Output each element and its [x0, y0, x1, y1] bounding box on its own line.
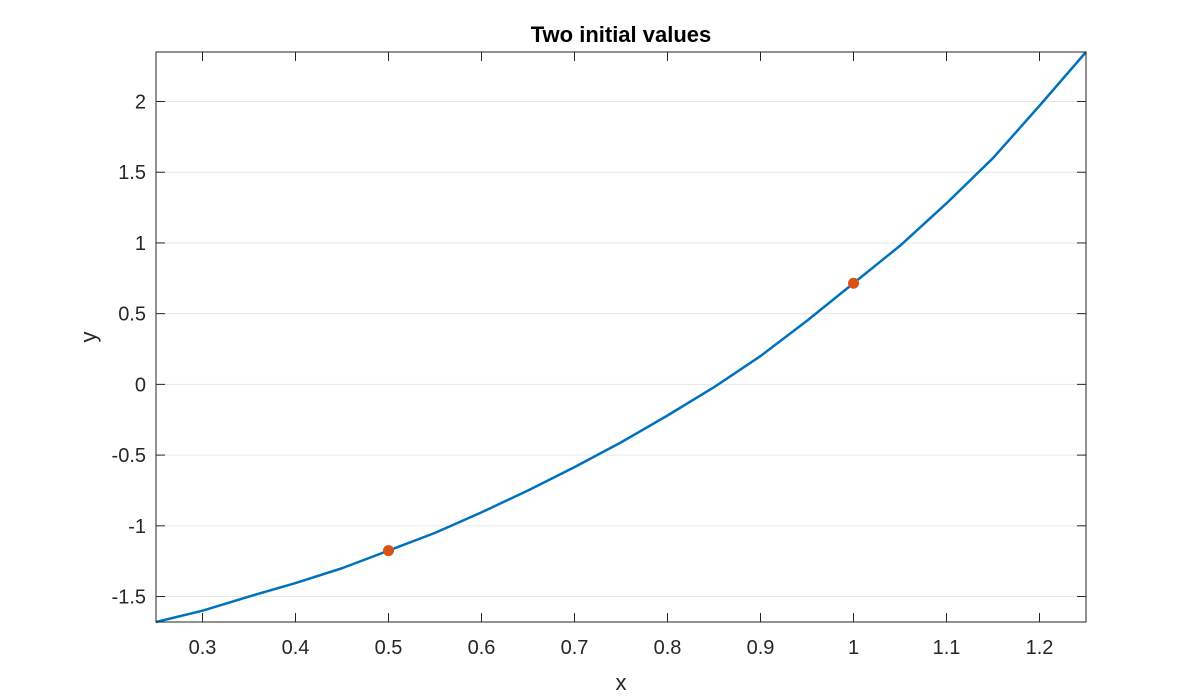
tick-labels: -1.5 -1 -0.5 0 0.5 1 1.5 2 0.3 0.4 0.5 0.6 0.7 0.8 0.9… [112, 92, 1054, 659]
y-tick-label: 1 [135, 233, 146, 255]
x-axis-label: x [616, 670, 627, 695]
y-tick-label: 2 [135, 92, 146, 114]
y-tick-label: -1.5 [112, 587, 146, 609]
grid-lines [156, 101, 1086, 598]
x-tick-label: 1.1 [933, 637, 961, 659]
chart-title: Two initial values [531, 22, 712, 47]
x-tick-label: 0.7 [561, 637, 589, 659]
x-tick-label: 0.9 [747, 637, 775, 659]
plot-area [156, 52, 1086, 622]
x-tick-label: 0.3 [189, 637, 217, 659]
x-tick-label: 0.6 [468, 637, 496, 659]
data-point [383, 545, 394, 557]
x-tick-label: 0.8 [654, 637, 682, 659]
tick-marks [156, 52, 1086, 622]
axes-box [155, 51, 1087, 623]
series-layer [155, 51, 1087, 624]
x-tick-label: 1 [848, 637, 859, 659]
y-tick-label: 1.5 [118, 162, 146, 184]
x-tick-label: 1.2 [1026, 637, 1054, 659]
data-point [848, 277, 859, 289]
x-tick-label: 0.4 [282, 637, 310, 659]
series-line [155, 51, 1087, 624]
y-tick-label: 0 [135, 374, 146, 396]
y-tick-label: -0.5 [112, 445, 146, 467]
y-tick-label: 0.5 [118, 304, 146, 326]
y-axis-label: y [76, 332, 101, 343]
x-tick-label: 0.5 [375, 637, 403, 659]
y-tick-label: -1 [128, 516, 146, 538]
